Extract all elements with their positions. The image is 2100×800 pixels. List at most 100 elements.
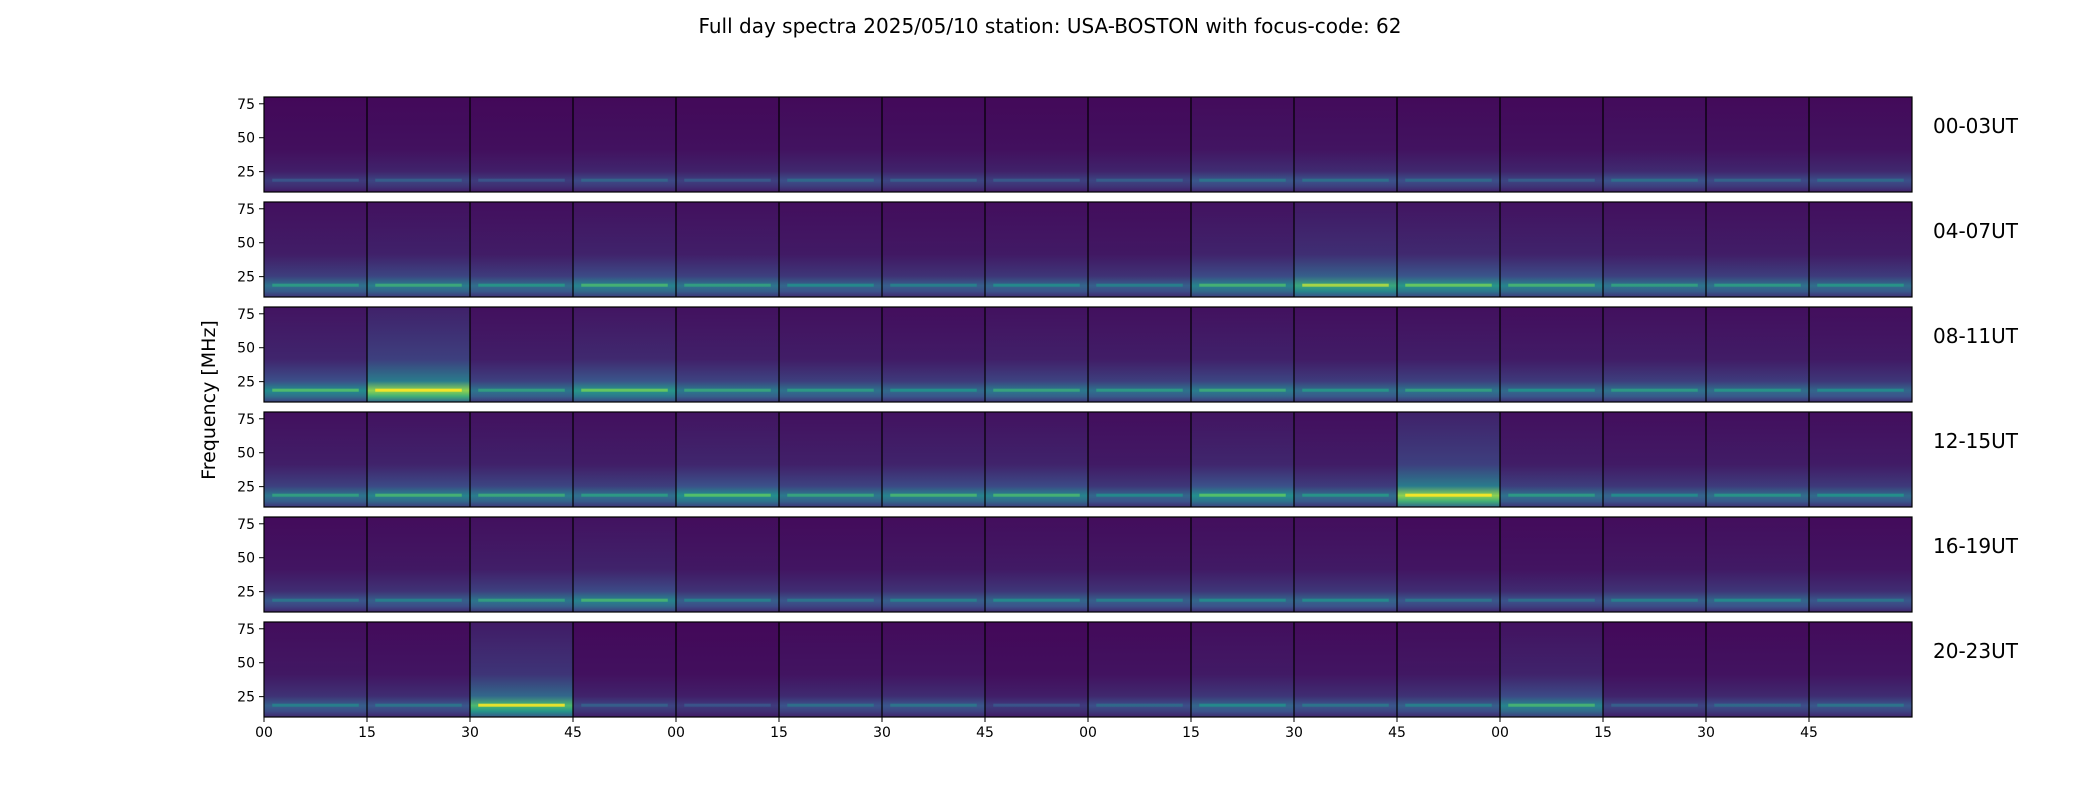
emission-band [890, 598, 977, 602]
y-tick-label: 75 [237, 202, 255, 218]
spectrum-panel [779, 517, 882, 612]
row-frame [263, 201, 1913, 298]
spectra-row: 25 50 75 16-19UT [237, 516, 2019, 613]
spectrum-panel [1397, 97, 1500, 192]
spectrum-panel [1603, 202, 1706, 297]
emission-band [890, 283, 977, 287]
spectrum-panel [264, 412, 367, 507]
emission-band [1508, 598, 1595, 602]
emission-band [684, 598, 771, 602]
row-time-label: 08-11UT [1933, 324, 2019, 348]
emission-band [1096, 178, 1183, 182]
emission-band [993, 388, 1080, 392]
spectrum-panel [1500, 622, 1603, 717]
emission-band [1199, 283, 1286, 287]
spectrum-panel [573, 202, 676, 297]
spectrum-panel [1294, 517, 1397, 612]
spectrum-panel [985, 412, 1088, 507]
emission-band [1405, 703, 1492, 707]
emission-band [272, 388, 359, 392]
emission-band [1096, 703, 1183, 707]
spectra-row: 25 50 75 04-07UT [237, 201, 2019, 298]
spectrum-panel [367, 517, 470, 612]
emission-band [787, 493, 874, 497]
spectrum-panel [1088, 97, 1191, 192]
emission-band [478, 703, 565, 707]
emission-band [1405, 283, 1492, 287]
emission-band [1302, 283, 1389, 287]
emission-band [1096, 493, 1183, 497]
spectrum-panel [676, 307, 779, 402]
emission-band [1611, 388, 1698, 392]
emission-band [1199, 598, 1286, 602]
spectrum-panel [676, 622, 779, 717]
spectrum-panel [470, 412, 573, 507]
x-tick-label: 45 [1388, 725, 1406, 741]
spectrum-panel [1706, 517, 1809, 612]
spectrum-panel [573, 622, 676, 717]
y-tick-label: 50 [237, 341, 255, 357]
x-tick-label: 45 [976, 725, 994, 741]
emission-band [272, 703, 359, 707]
spectrum-panel [264, 307, 367, 402]
x-tick-label: 15 [1182, 725, 1200, 741]
emission-band [1714, 598, 1801, 602]
emission-band [1199, 178, 1286, 182]
spectra-row: 25 50 75 20-23UT [237, 621, 2019, 718]
row-frame [263, 516, 1913, 613]
emission-band [1611, 703, 1698, 707]
emission-band [478, 388, 565, 392]
emission-band [375, 598, 462, 602]
emission-band [1405, 388, 1492, 392]
spectrum-panel [985, 307, 1088, 402]
emission-band [1611, 178, 1698, 182]
emission-band [581, 493, 668, 497]
emission-band [1714, 178, 1801, 182]
emission-band [272, 493, 359, 497]
spectrum-panel [1500, 412, 1603, 507]
emission-band [1508, 283, 1595, 287]
emission-band [581, 178, 668, 182]
emission-band [787, 703, 874, 707]
emission-band [1508, 493, 1595, 497]
emission-band [478, 178, 565, 182]
spectrum-panel [367, 202, 470, 297]
x-tick-label: 15 [1594, 725, 1612, 741]
spectrum-panel [1088, 622, 1191, 717]
spectrum-panel [779, 622, 882, 717]
spectrum-panel [676, 517, 779, 612]
emission-band [1714, 493, 1801, 497]
emission-band [1508, 703, 1595, 707]
emission-band [581, 703, 668, 707]
spectrum-panel [1603, 97, 1706, 192]
x-tick-label: 15 [770, 725, 788, 741]
spectrum-panel [882, 307, 985, 402]
spectrum-panel [1191, 517, 1294, 612]
y-tick-label: 50 [237, 446, 255, 462]
y-axis-label: Frequency [MHz] [198, 320, 220, 480]
emission-band [993, 598, 1080, 602]
y-tick-label: 25 [237, 270, 255, 286]
spectrum-panel [882, 97, 985, 192]
emission-band [993, 178, 1080, 182]
emission-band [684, 178, 771, 182]
spectrum-panel [985, 97, 1088, 192]
emission-band [581, 388, 668, 392]
emission-band [890, 493, 977, 497]
spectrum-panel [1603, 517, 1706, 612]
emission-band [1096, 283, 1183, 287]
emission-band [1817, 598, 1904, 602]
row-time-label: 16-19UT [1933, 534, 2019, 558]
spectrum-panel [1603, 622, 1706, 717]
y-tick-label: 25 [237, 480, 255, 496]
emission-band [1611, 283, 1698, 287]
spectra-row: 25 50 75 08-11UT [237, 306, 2019, 403]
emission-band [375, 388, 462, 392]
row-frame [263, 306, 1913, 403]
emission-band [1096, 598, 1183, 602]
spectrum-panel [1191, 412, 1294, 507]
emission-band [684, 493, 771, 497]
y-tick-label: 75 [237, 622, 255, 638]
spectrum-panel [367, 412, 470, 507]
